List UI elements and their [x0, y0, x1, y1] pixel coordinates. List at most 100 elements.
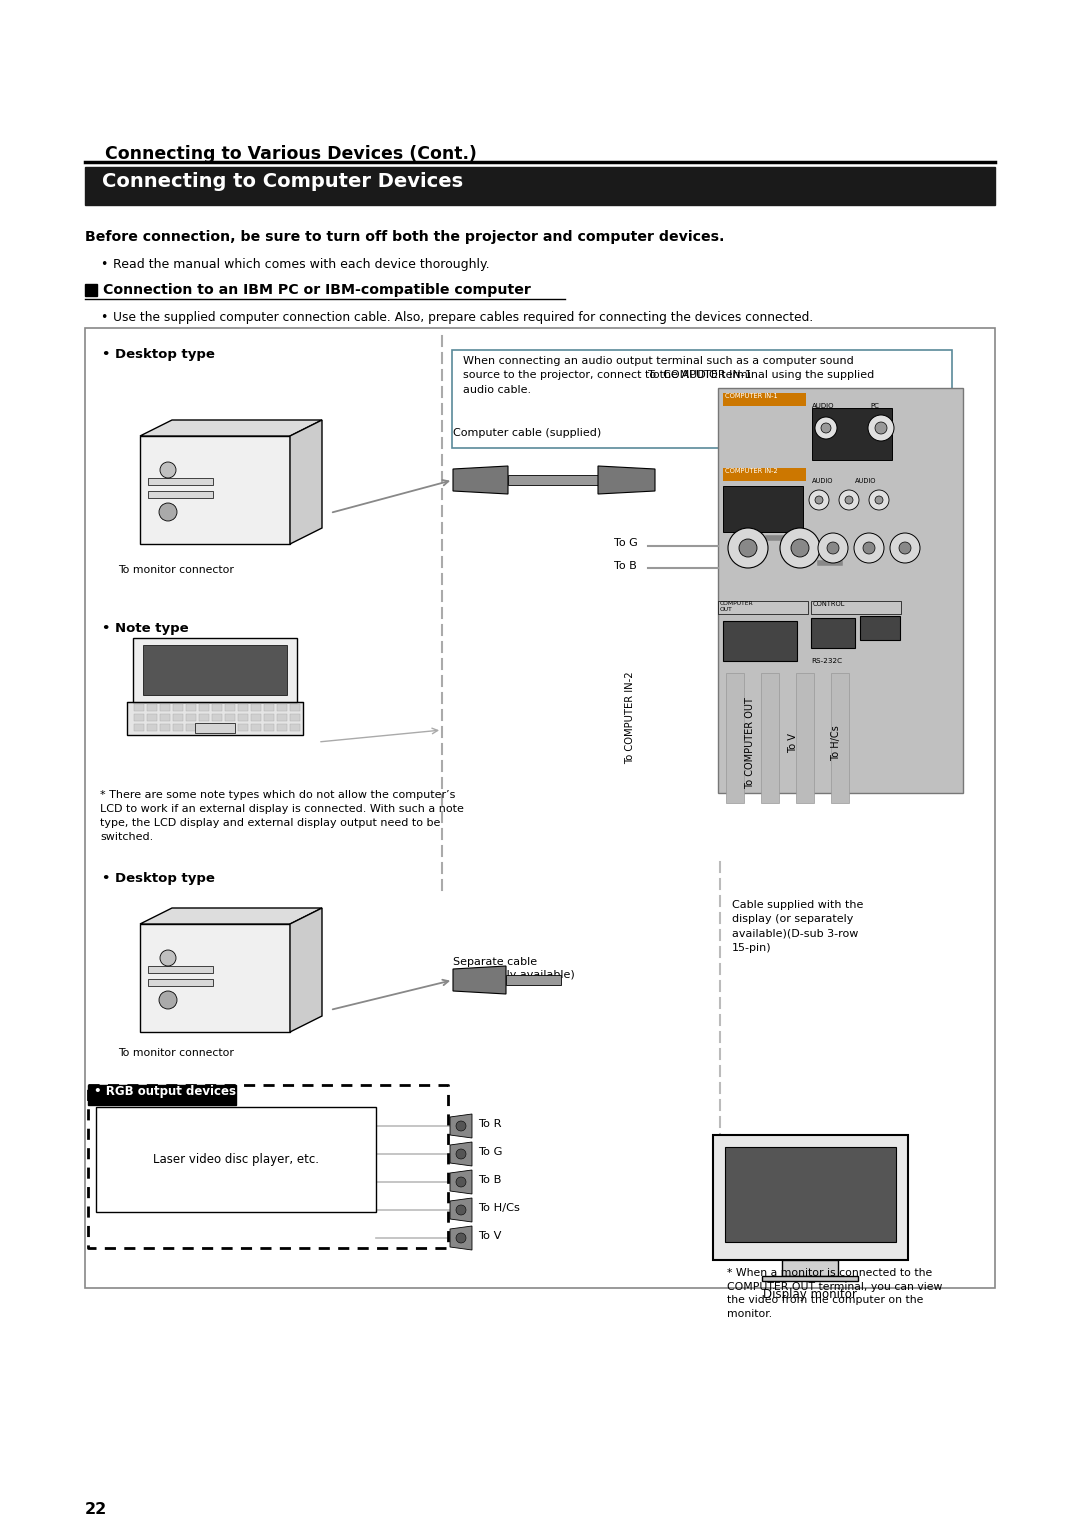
- Text: RS-232C: RS-232C: [811, 659, 842, 665]
- Polygon shape: [127, 701, 303, 735]
- Text: Display monitor: Display monitor: [764, 1288, 856, 1300]
- Bar: [199, 704, 210, 711]
- Polygon shape: [291, 420, 322, 544]
- Polygon shape: [140, 908, 322, 924]
- Bar: [199, 714, 210, 721]
- Circle shape: [160, 461, 176, 478]
- Bar: [238, 714, 248, 721]
- Polygon shape: [450, 1225, 472, 1250]
- Bar: [212, 724, 222, 730]
- Bar: [212, 714, 222, 721]
- Bar: [291, 704, 300, 711]
- Circle shape: [456, 1233, 465, 1242]
- Circle shape: [456, 1149, 465, 1160]
- Bar: [831, 672, 849, 804]
- Circle shape: [159, 503, 177, 521]
- Bar: [264, 704, 274, 711]
- Bar: [96, 1106, 376, 1212]
- Bar: [134, 704, 144, 711]
- Text: To H/Cs: To H/Cs: [478, 1203, 519, 1213]
- Text: COMPUTER
OUT: COMPUTER OUT: [720, 601, 754, 611]
- Text: To V: To V: [478, 1232, 501, 1241]
- Circle shape: [875, 497, 883, 504]
- Polygon shape: [450, 1141, 472, 1166]
- Circle shape: [456, 1206, 465, 1215]
- Bar: [225, 714, 235, 721]
- Text: COMPUTER IN-2: COMPUTER IN-2: [725, 468, 778, 474]
- Bar: [160, 724, 170, 730]
- Bar: [186, 714, 195, 721]
- Circle shape: [839, 490, 859, 510]
- Text: Connecting to Computer Devices: Connecting to Computer Devices: [102, 173, 463, 191]
- Bar: [173, 714, 183, 721]
- Bar: [508, 475, 598, 484]
- Text: • RGB output devices: • RGB output devices: [94, 1085, 237, 1099]
- Bar: [723, 486, 804, 532]
- Text: To COMPUTER IN-1: To COMPUTER IN-1: [648, 370, 752, 380]
- Bar: [147, 704, 157, 711]
- Circle shape: [159, 992, 177, 1008]
- Circle shape: [160, 950, 176, 966]
- Bar: [782, 1261, 838, 1276]
- Circle shape: [780, 529, 820, 568]
- Text: AUDIO: AUDIO: [812, 478, 834, 484]
- Text: To monitor connector: To monitor connector: [118, 565, 234, 575]
- Text: •: •: [100, 258, 107, 270]
- Bar: [85, 284, 97, 296]
- Bar: [148, 490, 213, 498]
- Bar: [811, 601, 901, 614]
- Circle shape: [728, 529, 768, 568]
- Circle shape: [818, 533, 848, 562]
- Bar: [761, 672, 779, 804]
- Polygon shape: [450, 1114, 472, 1138]
- Polygon shape: [450, 1198, 472, 1222]
- Bar: [173, 704, 183, 711]
- Bar: [173, 724, 183, 730]
- Bar: [276, 714, 287, 721]
- Polygon shape: [140, 420, 322, 435]
- Bar: [147, 714, 157, 721]
- Bar: [276, 724, 287, 730]
- Bar: [148, 979, 213, 986]
- Bar: [238, 704, 248, 711]
- Bar: [507, 975, 561, 986]
- Polygon shape: [598, 466, 654, 494]
- Circle shape: [854, 533, 885, 562]
- Circle shape: [739, 539, 757, 558]
- Bar: [195, 723, 235, 733]
- Bar: [718, 601, 808, 614]
- Text: To G: To G: [615, 538, 638, 549]
- Bar: [199, 724, 210, 730]
- Bar: [251, 724, 261, 730]
- Circle shape: [827, 542, 839, 555]
- Text: 22: 22: [85, 1502, 107, 1517]
- Bar: [147, 724, 157, 730]
- Text: • Desktop type: • Desktop type: [102, 872, 215, 885]
- Circle shape: [868, 416, 894, 442]
- Text: •: •: [100, 312, 107, 324]
- Circle shape: [899, 542, 912, 555]
- Text: Read the manual which comes with each device thoroughly.: Read the manual which comes with each de…: [113, 258, 489, 270]
- Bar: [291, 714, 300, 721]
- Circle shape: [456, 1122, 465, 1131]
- Bar: [251, 714, 261, 721]
- Circle shape: [791, 539, 809, 558]
- Bar: [87, 1085, 237, 1105]
- Text: Cable supplied with the
display (or separately
available)(D-sub 3-row
15-pin): Cable supplied with the display (or sepa…: [732, 900, 863, 953]
- Bar: [238, 724, 248, 730]
- Text: To G: To G: [478, 1148, 502, 1157]
- Text: * There are some note types which do not allow the computer’s
LCD to work if an : * There are some note types which do not…: [100, 790, 464, 842]
- Text: To R: To R: [478, 1118, 501, 1129]
- Bar: [713, 1135, 908, 1261]
- Bar: [723, 393, 806, 406]
- Polygon shape: [140, 924, 291, 1031]
- Bar: [453, 350, 951, 448]
- Text: When connecting an audio output terminal such as a computer sound
source to the : When connecting an audio output terminal…: [463, 356, 874, 394]
- Bar: [225, 704, 235, 711]
- Polygon shape: [450, 1170, 472, 1193]
- Text: To B: To B: [615, 561, 637, 571]
- Polygon shape: [291, 908, 322, 1031]
- Text: To monitor connector: To monitor connector: [118, 1048, 234, 1057]
- Text: * When a monitor is connected to the
COMPUTER OUT terminal, you can view
the vid: * When a monitor is connected to the COM…: [727, 1268, 943, 1319]
- Circle shape: [875, 422, 887, 434]
